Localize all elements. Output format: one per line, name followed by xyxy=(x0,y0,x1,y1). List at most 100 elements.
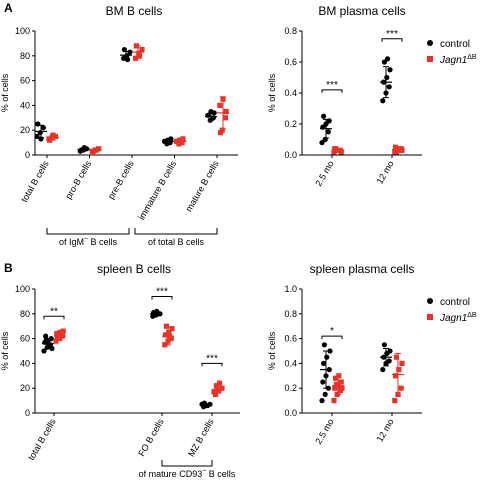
x-tick-label: 2.5 mo xyxy=(313,159,335,188)
y-tick-label: 0.6 xyxy=(284,334,297,344)
control-point xyxy=(320,379,326,385)
jagn-point xyxy=(169,326,175,332)
control-point xyxy=(121,47,127,53)
jagn-point xyxy=(393,373,399,379)
y-axis-label: % of cells xyxy=(0,73,10,112)
jagn-point xyxy=(399,360,405,366)
control-point xyxy=(127,49,133,55)
group-bracket xyxy=(46,228,130,235)
legend-control-marker xyxy=(427,40,433,46)
significance-label: *** xyxy=(386,29,398,40)
control-point xyxy=(387,67,393,73)
control-point xyxy=(386,84,392,90)
significance-bracket xyxy=(151,295,173,300)
panel-letter-B: B xyxy=(4,261,13,275)
jagn-point xyxy=(217,380,223,386)
jagn-point xyxy=(218,130,224,136)
chart-bm_b xyxy=(32,30,238,235)
control-point xyxy=(321,113,327,119)
x-tick-label: pro-B cells xyxy=(63,159,93,201)
legend-jagn-marker xyxy=(427,314,433,320)
chart-sp_b xyxy=(32,288,240,467)
x-tick-label: immature B cells xyxy=(136,159,178,222)
jagn-point xyxy=(399,147,405,153)
jagn-point xyxy=(331,398,337,404)
significance-label: *** xyxy=(156,286,168,297)
jagn-point xyxy=(393,354,399,360)
x-tick-label: FO B cells xyxy=(136,417,166,458)
x-tick-label: total B cells xyxy=(19,159,51,204)
jagn-point xyxy=(333,375,339,381)
control-point xyxy=(327,348,333,354)
y-tick-label: 0.8 xyxy=(284,26,297,36)
significance-label: *** xyxy=(206,353,218,364)
y-tick-label: 0.6 xyxy=(284,57,297,67)
legend-control-marker xyxy=(427,298,433,304)
jagn-point xyxy=(396,367,402,373)
legend-control-label: control xyxy=(440,297,470,308)
control-point xyxy=(199,401,205,407)
x-tick-label: MZ B cells xyxy=(186,417,216,459)
y-axis-label: % of cells xyxy=(0,331,10,370)
jagn-point xyxy=(60,328,66,334)
x-tick-label: mature B cells xyxy=(184,159,221,214)
legend-jagn-label: Jagn1ΔB xyxy=(439,54,477,66)
jagn-point xyxy=(332,385,338,391)
jagn-point xyxy=(211,389,217,395)
chart-title: BM B cells xyxy=(106,4,163,18)
y-tick-label: 40 xyxy=(20,100,30,110)
jagn-point xyxy=(331,149,337,155)
y-tick-label: 60 xyxy=(20,334,30,344)
jagn-point xyxy=(53,338,59,344)
jagn-point xyxy=(163,323,169,329)
control-point xyxy=(211,110,217,116)
significance-bracket xyxy=(321,89,343,93)
jagn-point xyxy=(336,373,342,379)
chart-title: spleen plasma cells xyxy=(310,262,415,276)
y-tick-label: 1.0 xyxy=(284,284,297,294)
control-point xyxy=(381,59,387,65)
jagn-point xyxy=(338,149,344,155)
group-bracket xyxy=(161,460,213,467)
jagn-point xyxy=(137,53,143,59)
legend-jagn-label: Jagn1ΔB xyxy=(439,312,477,324)
y-axis-label: % of cells xyxy=(267,331,277,370)
y-tick-label: 0.8 xyxy=(284,309,297,319)
y-tick-label: 0.4 xyxy=(284,358,297,368)
control-point xyxy=(380,367,386,373)
group-bracket-label: of IgM− B cells xyxy=(59,236,118,247)
control-point xyxy=(40,125,47,131)
control-point xyxy=(386,358,392,364)
jagn-point xyxy=(398,385,404,391)
y-tick-label: 100 xyxy=(15,26,30,36)
group-bracket-label: of total B cells xyxy=(148,237,205,247)
y-tick-label: 80 xyxy=(20,51,30,61)
panel-letter-A: A xyxy=(4,1,13,15)
y-tick-label: 60 xyxy=(20,76,30,86)
significance-label: *** xyxy=(326,80,338,91)
jagn-point xyxy=(338,379,344,385)
control-point xyxy=(322,391,328,397)
significance-bracket xyxy=(201,362,223,367)
jagn-point xyxy=(162,342,168,348)
x-tick-label: 2.5 mo xyxy=(313,417,335,446)
control-point xyxy=(385,56,391,62)
jagn-point xyxy=(58,332,64,338)
y-tick-label: 0.0 xyxy=(284,150,297,160)
control-point xyxy=(319,140,325,146)
control-point xyxy=(48,336,54,342)
y-tick-label: 0.4 xyxy=(284,88,297,98)
control-point xyxy=(41,348,47,354)
y-tick-label: 20 xyxy=(20,125,30,135)
control-point xyxy=(387,348,393,354)
control-point xyxy=(380,98,386,104)
significance-label: * xyxy=(330,326,334,337)
control-point xyxy=(35,121,41,127)
jagn-point xyxy=(166,329,172,335)
chart-sp_pc xyxy=(299,288,433,416)
jagn-point xyxy=(177,137,183,143)
x-tick-label: 12 mo xyxy=(375,417,396,444)
chart-bm_pc xyxy=(299,30,433,158)
jagn-point xyxy=(222,115,228,121)
